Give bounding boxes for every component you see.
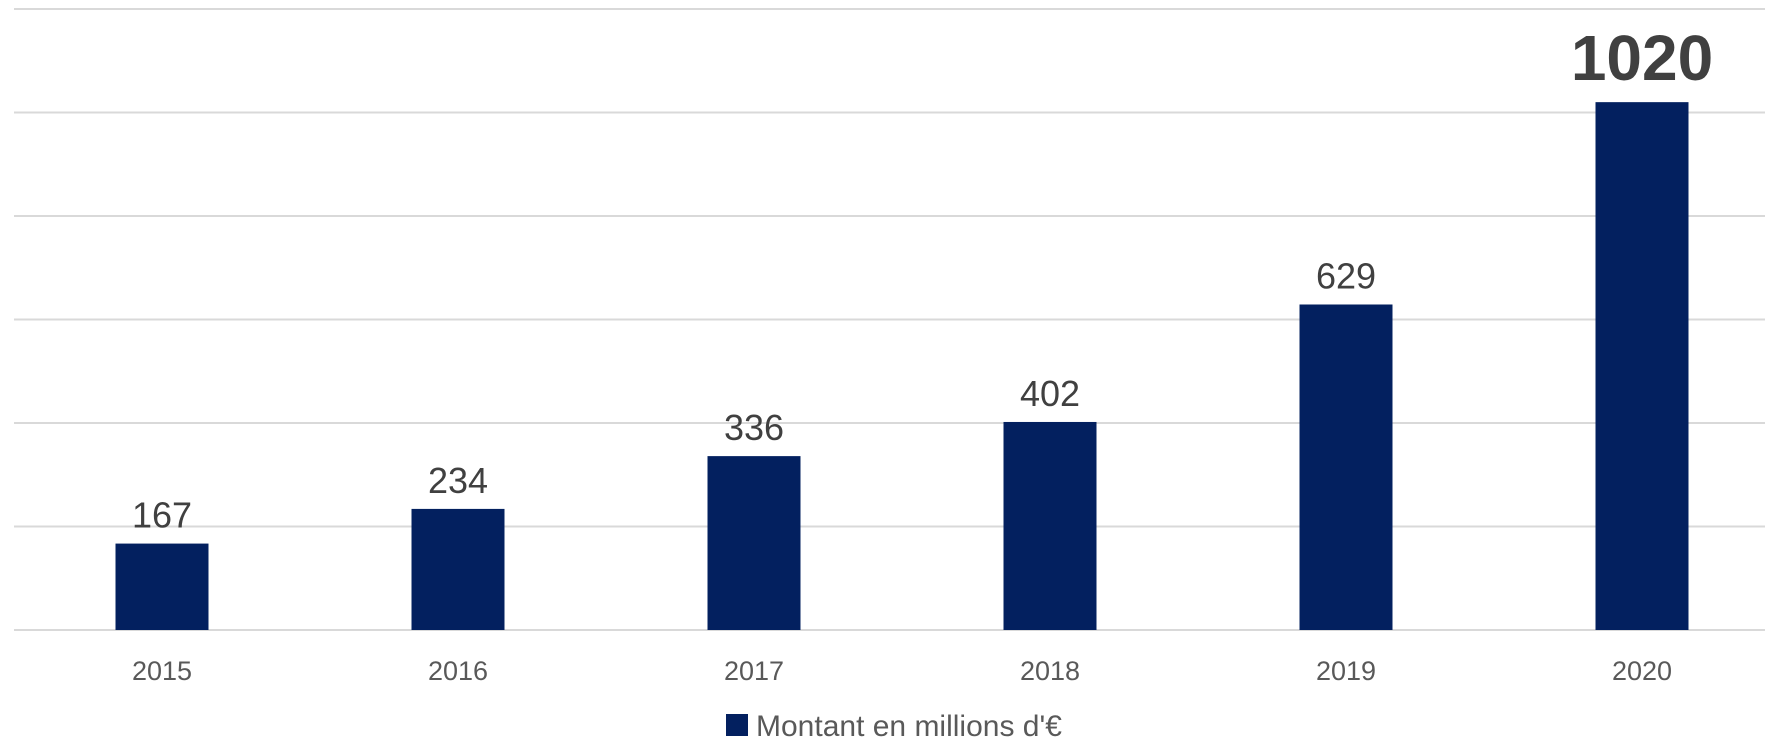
bar-2015	[115, 543, 209, 630]
x-tick-label-2019: 2019	[1316, 656, 1376, 686]
legend-label: Montant en millions d'€	[756, 710, 1062, 743]
data-labels: 167 234 336 402 629 1020	[132, 22, 1713, 535]
x-tick-label-2018: 2018	[1020, 656, 1080, 686]
bar-2017	[707, 456, 801, 630]
gridlines	[14, 8, 1765, 631]
x-tick-label-2017: 2017	[724, 656, 784, 686]
data-label-2019: 629	[1316, 255, 1376, 296]
legend: Montant en millions d'€	[726, 710, 1062, 743]
x-tick-label-2016: 2016	[428, 656, 488, 686]
bar-2019	[1299, 304, 1393, 630]
legend-swatch	[726, 714, 748, 736]
data-label-2015: 167	[132, 495, 192, 536]
x-tick-labels: 2015 2016 2017 2018 2019 2020	[132, 656, 1672, 686]
data-label-2018: 402	[1020, 373, 1080, 414]
bar-2018	[1003, 421, 1097, 630]
bar-2020	[1595, 102, 1689, 630]
bars	[115, 102, 1689, 630]
data-label-2016: 234	[428, 460, 488, 501]
data-label-2017: 336	[724, 407, 784, 448]
bar-2016	[411, 508, 505, 630]
x-tick-label-2015: 2015	[132, 656, 192, 686]
x-tick-label-2020: 2020	[1612, 656, 1672, 686]
data-label-2020: 1020	[1571, 22, 1713, 94]
